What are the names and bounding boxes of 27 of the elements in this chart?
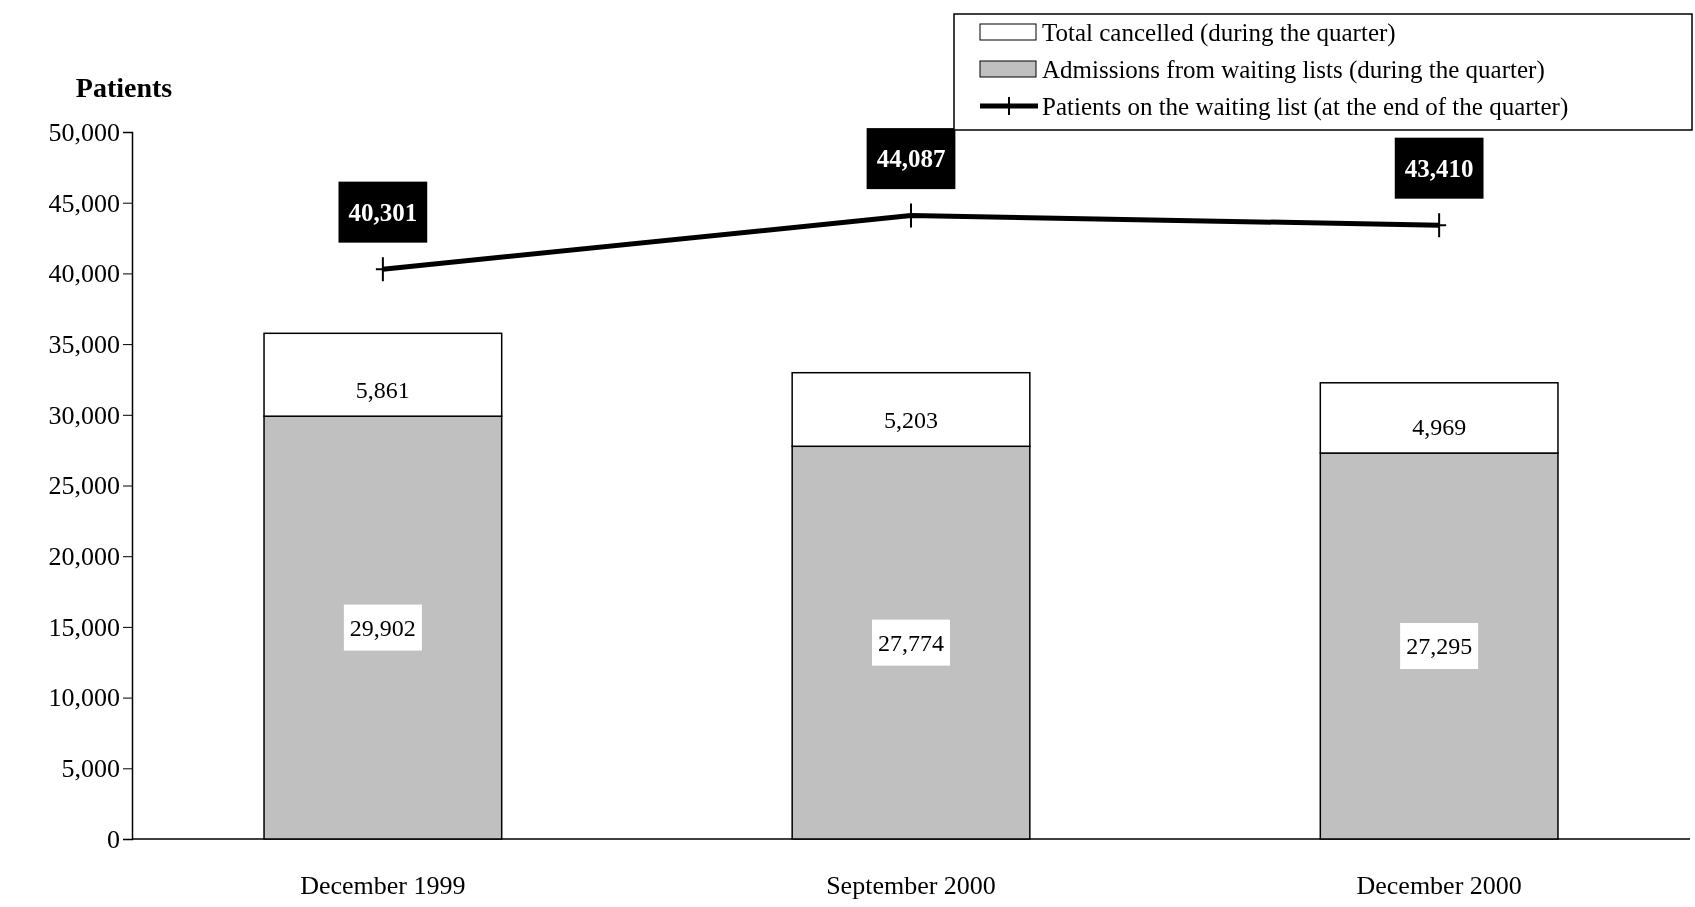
y-tick-label: 15,000 <box>48 612 120 642</box>
legend-label: Patients on the waiting list (at the end of the quarter) <box>1042 92 1569 121</box>
data-label: 5,861 <box>355 377 410 404</box>
y-tick-label: 0 <box>107 824 120 854</box>
x-tick-label: December 2000 <box>1356 871 1522 900</box>
data-label: 27,295 <box>1406 633 1473 660</box>
y-tick-label: 25,000 <box>48 471 120 501</box>
y-axis-title: Patients <box>75 72 173 103</box>
data-label: 43,410 <box>1404 154 1474 182</box>
data-label: 4,969 <box>1412 414 1467 441</box>
y-tick-label: 40,000 <box>48 259 120 289</box>
data-label: 5,203 <box>884 407 938 434</box>
y-tick-label: 20,000 <box>48 542 120 572</box>
legend-label: Total cancelled (during the quarter) <box>1042 18 1396 47</box>
y-tick-label: 10,000 <box>48 683 120 713</box>
data-label: 29,902 <box>349 614 416 641</box>
y-tick-label: 5,000 <box>61 754 120 784</box>
y-tick-label: 50,000 <box>48 117 120 147</box>
legend-label: Admissions from waiting lists (during the quarter) <box>1042 55 1545 84</box>
data-label: 40,301 <box>348 198 418 226</box>
y-tick-label: 30,000 <box>48 400 120 430</box>
x-tick-label: December 1999 <box>300 871 466 900</box>
x-tick-label: September 2000 <box>826 871 996 900</box>
data-label: 27,774 <box>878 629 944 656</box>
data-label: 44,087 <box>876 145 946 173</box>
y-tick-label: 35,000 <box>48 329 120 359</box>
y-tick-label: 45,000 <box>48 188 120 218</box>
